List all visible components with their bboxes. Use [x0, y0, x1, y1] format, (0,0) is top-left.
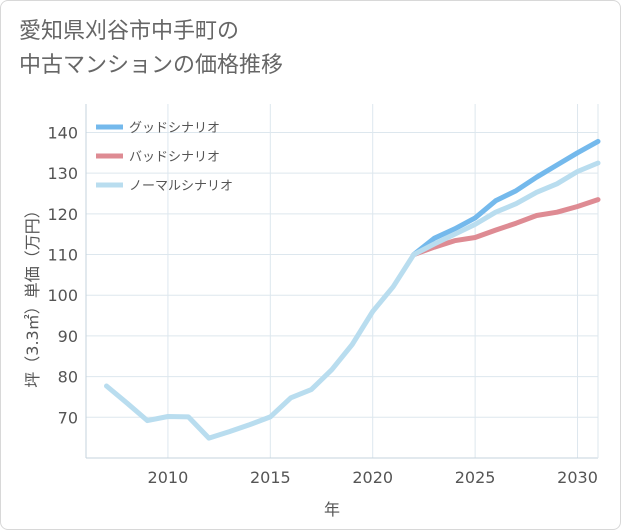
x-tick-label-2030: 2030 [557, 468, 598, 487]
series-line-2 [104, 160, 601, 441]
y-tick-label-100: 100 [47, 286, 78, 305]
y-axis-label: 坪（3.3㎡）単価（万円） [23, 202, 42, 387]
legend-label-0: グッドシナリオ [129, 121, 220, 136]
chart-title: 愛知県刈谷市中手町の 中古マンションの価格推移 [19, 15, 283, 83]
series-line-0 [411, 138, 601, 258]
y-tick-label-130: 130 [47, 164, 78, 183]
tick-labels: 2010 2015 2020 2025 2030 70 80 90 100 110 120 130 14… [47, 123, 597, 487]
legend-label-1: バッドシナリオ [129, 150, 220, 165]
x-tick-label-2020: 2020 [352, 468, 393, 487]
chart-title-line2: 中古マンションの価格推移 [19, 53, 284, 78]
series-line-1 [411, 197, 601, 258]
chart-title-line1: 愛知県刈谷市中手町の [19, 19, 240, 44]
y-tick-label-70: 70 [58, 408, 78, 427]
x-tick-label-2010: 2010 [148, 468, 189, 487]
y-tick-label-120: 120 [47, 205, 78, 224]
x-tick-label-2015: 2015 [250, 468, 291, 487]
x-axis-label: 年 [324, 500, 340, 519]
x-tick-label-2025: 2025 [455, 468, 496, 487]
legend-label-2: ノーマルシナリオ [129, 179, 233, 194]
y-tick-label-90: 90 [58, 327, 78, 346]
series-lines [104, 138, 601, 441]
y-tick-label-80: 80 [58, 368, 78, 387]
y-tick-label-110: 110 [47, 246, 78, 265]
y-tick-label-140: 140 [47, 123, 78, 142]
